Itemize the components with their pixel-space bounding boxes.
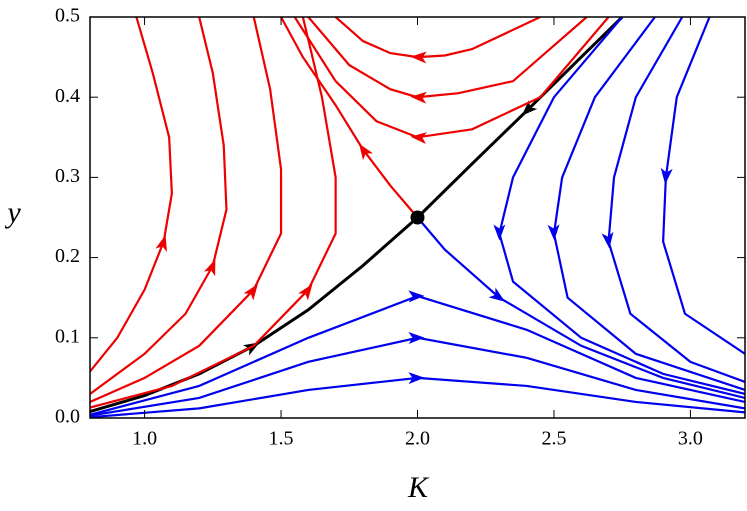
x-tick-label: 2.5 (541, 428, 566, 450)
flow-arrow (358, 143, 373, 161)
trajectory (280, 17, 419, 219)
x-tick-label: 1.5 (269, 428, 294, 450)
flow-arrow (242, 342, 260, 356)
flow-arrow (660, 167, 673, 185)
flow-arrow (521, 100, 538, 116)
flow-arrow (493, 224, 506, 241)
trajectory (662, 17, 745, 355)
x-tick-label: 2.0 (405, 428, 430, 450)
trajectory (90, 17, 283, 403)
y-tick-label: 0.5 (55, 5, 80, 27)
flow-arrow (410, 132, 427, 145)
x-axis-label: K (407, 471, 430, 504)
flow-arrow (408, 331, 425, 344)
trajectory (90, 17, 337, 409)
flow-arrow (243, 284, 258, 301)
y-tick-label: 0.2 (55, 245, 80, 267)
flow-arrow (408, 290, 425, 303)
flow-arrow (298, 284, 313, 301)
flow-arrow (408, 372, 425, 385)
y-tick-label: 0.1 (55, 325, 80, 347)
flow-arrow (155, 234, 168, 252)
trajectory (334, 17, 541, 59)
trajectory (607, 17, 745, 383)
trajectory (416, 216, 745, 400)
y-axis-label: y (4, 196, 21, 229)
trajectory (416, 17, 624, 219)
x-tick-label: 1.0 (132, 428, 157, 450)
x-tick-label: 3.0 (678, 428, 703, 450)
trajectory (498, 17, 745, 396)
flow-arrow (547, 224, 560, 241)
flow-arrow (488, 287, 506, 302)
plot-area (90, 17, 745, 418)
trajectory (90, 294, 745, 416)
trajectory (90, 17, 228, 395)
fixed-point (410, 210, 425, 225)
flow-arrow (203, 259, 216, 277)
flow-arrow (601, 231, 614, 249)
y-tick-label: 0.3 (55, 165, 80, 187)
flow-arrow (410, 51, 427, 64)
y-tick-label: 0.4 (55, 85, 80, 107)
y-tick-label: 0.0 (55, 406, 80, 428)
trajectory (90, 17, 173, 373)
flow-arrow (410, 91, 427, 104)
